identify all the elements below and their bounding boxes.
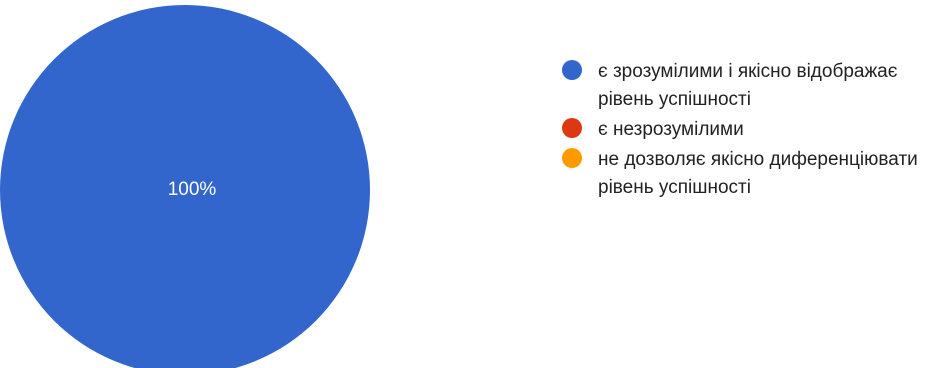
legend-item-0[interactable]: є зрозумілими і якісно відображає рівень… — [562, 58, 922, 114]
legend-swatch-2 — [562, 148, 582, 168]
legend: є зрозумілими і якісно відображає рівень… — [562, 58, 922, 204]
pie-slice-0[interactable] — [0, 5, 370, 368]
legend-swatch-1 — [562, 118, 582, 138]
legend-label-1: є незрозумілими — [598, 119, 744, 140]
legend-item-1[interactable]: є незрозумілими — [562, 116, 922, 144]
legend-label-0: є зрозумілими і якісно відображає рівень… — [598, 61, 898, 110]
pie-plot: 100% — [0, 5, 370, 368]
legend-swatch-0 — [562, 60, 582, 80]
legend-label-2: не дозволяє якісно диференціювати рівень… — [598, 149, 918, 198]
pie-slice-label-0: 100% — [168, 179, 217, 200]
legend-item-2[interactable]: не дозволяє якісно диференціювати рівень… — [562, 146, 922, 202]
